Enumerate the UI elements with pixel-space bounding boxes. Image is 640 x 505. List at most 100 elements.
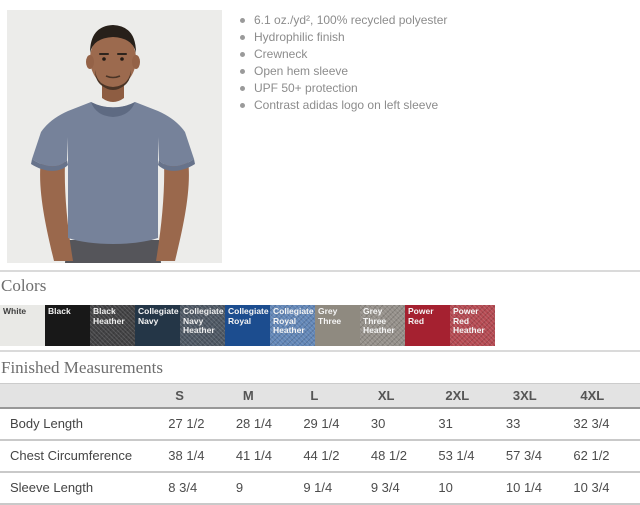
measurement-value: 38 1/4 [167,440,235,473]
color-swatch-collegiate-navy[interactable]: Collegiate Navy [135,305,180,346]
tshirt [32,102,194,244]
bullet-icon [240,103,245,108]
left-sleeve-hem [31,159,68,171]
model-illustration [7,10,222,263]
size-header-s: S [167,383,235,409]
color-swatch-label: Grey Three Heather [363,306,395,335]
color-swatch-label: Power Red Heather [453,306,485,335]
bullet-icon [240,69,245,74]
beard [95,70,131,90]
feature-list: 6.1 oz./yd², 100% recycled polyester Hyd… [240,12,447,114]
color-swatch-grey-three-heather[interactable]: Grey Three Heather [360,305,405,346]
right-eye [120,57,124,61]
measurement-value: 31 [437,408,505,441]
right-ear [132,55,140,69]
left-ear [86,55,94,69]
measurement-value: 10 [437,472,505,505]
measurement-value: 57 3/4 [504,440,573,473]
color-swatch-label: Power Red [408,306,434,326]
measurement-value: 44 1/2 [302,440,370,473]
feature-text: Crewneck [254,47,308,61]
bullet-icon [240,52,245,57]
feature-text: 6.1 oz./yd², 100% recycled polyester [254,13,448,27]
bullet-icon [240,18,245,23]
left-eyebrow [99,53,109,55]
feature-item: Hydrophilic finish [240,29,447,46]
feature-text: UPF 50+ protection [254,81,358,95]
measurement-value: 41 1/4 [234,440,303,473]
color-swatch-black[interactable]: Black [45,305,90,346]
color-swatch-label: Collegiate Navy Heather [183,306,224,335]
color-swatch-grey-three[interactable]: Grey Three [315,305,360,346]
feature-text: Contrast adidas logo on left sleeve [254,98,439,112]
color-swatch-power-red-heather[interactable]: Power Red Heather [450,305,495,346]
right-arm [156,160,189,261]
color-swatch-black-heather[interactable]: Black Heather [90,305,135,346]
table-row-chest-circumference: Chest Circumference 38 1/4 41 1/4 44 1/2… [0,440,640,473]
size-header-empty [0,383,168,409]
measurements-heading: Finished Measurements [1,358,163,377]
head [90,31,136,87]
color-swatch-label: Black Heather [93,306,125,326]
size-header-row: S M L XL 2XL 3XL 4XL [0,383,640,409]
color-swatch-collegiate-royal-heather[interactable]: Collegiate Royal Heather [270,305,315,346]
measurement-value: 10 3/4 [572,472,640,505]
measurement-value: 10 1/4 [504,472,573,505]
bullet-icon [240,35,245,40]
measurement-value: 53 1/4 [437,440,505,473]
measurement-value: 33 [504,408,573,441]
left-eye [102,57,106,61]
feature-text: Hydrophilic finish [254,30,345,44]
color-swatch-label: Collegiate Navy [138,306,179,326]
measurement-value: 62 1/2 [572,440,640,473]
color-swatch-white[interactable]: White [0,305,45,346]
row-label: Body Length [0,408,168,441]
measurement-value: 30 [369,408,438,441]
size-header-l: L [302,383,370,409]
measurements-section: Finished Measurements S M L XL 2XL 3XL 4… [0,358,640,505]
measurement-value: 9 1/4 [302,472,370,505]
color-swatch-collegiate-navy-heather[interactable]: Collegiate Navy Heather [180,305,225,346]
color-swatch-power-red[interactable]: Power Red [405,305,450,346]
measurement-value: 32 3/4 [572,408,640,441]
color-swatch-label: Collegiate Royal [228,306,269,326]
color-swatch-label: Collegiate Royal Heather [273,306,314,335]
size-header-3xl: 3XL [504,383,573,409]
feature-item: UPF 50+ protection [240,80,447,97]
row-label: Chest Circumference [0,440,168,473]
measurement-value: 29 1/4 [302,408,370,441]
product-photo [7,10,222,263]
hair [90,25,136,53]
measurement-value: 27 1/2 [167,408,235,441]
size-header-4xl: 4XL [572,383,640,409]
product-overview-section: 6.1 oz./yd², 100% recycled polyester Hyd… [0,10,640,272]
table-row-body-length: Body Length 27 1/2 28 1/4 29 1/4 30 31 3… [0,408,640,441]
measurement-value: 9 3/4 [369,472,438,505]
feature-item: Crewneck [240,46,447,63]
color-swatch-collegiate-royal[interactable]: Collegiate Royal [225,305,270,346]
pants [65,240,161,263]
measurements-table: S M L XL 2XL 3XL 4XL Body Length 27 1/2 … [0,383,640,505]
right-eyebrow [117,53,127,55]
table-row-sleeve-length: Sleeve Length 8 3/4 9 9 1/4 9 3/4 10 10 … [0,472,640,505]
measurement-value: 48 1/2 [369,440,438,473]
row-label: Sleeve Length [0,472,168,505]
size-header-2xl: 2XL [437,383,505,409]
feature-item: Contrast adidas logo on left sleeve [240,97,447,114]
left-arm [40,160,73,261]
color-swatch-label: White [3,306,27,316]
measurement-value: 9 [234,472,303,505]
feature-text: Open hem sleeve [254,64,349,78]
color-swatch-label: Black [48,306,71,316]
right-sleeve-hem [158,159,195,171]
color-swatch-row: White Black Black Heather Collegiate Nav… [0,305,640,346]
measurement-value: 8 3/4 [167,472,235,505]
feature-item: 6.1 oz./yd², 100% recycled polyester [240,12,447,29]
mouth [105,75,121,79]
feature-item: Open hem sleeve [240,63,447,80]
bullet-icon [240,86,245,91]
size-header-xl: XL [369,383,438,409]
colors-section: Colors White Black Black Heather Collegi… [0,272,640,352]
measurement-value: 28 1/4 [234,408,303,441]
size-header-m: M [234,383,303,409]
